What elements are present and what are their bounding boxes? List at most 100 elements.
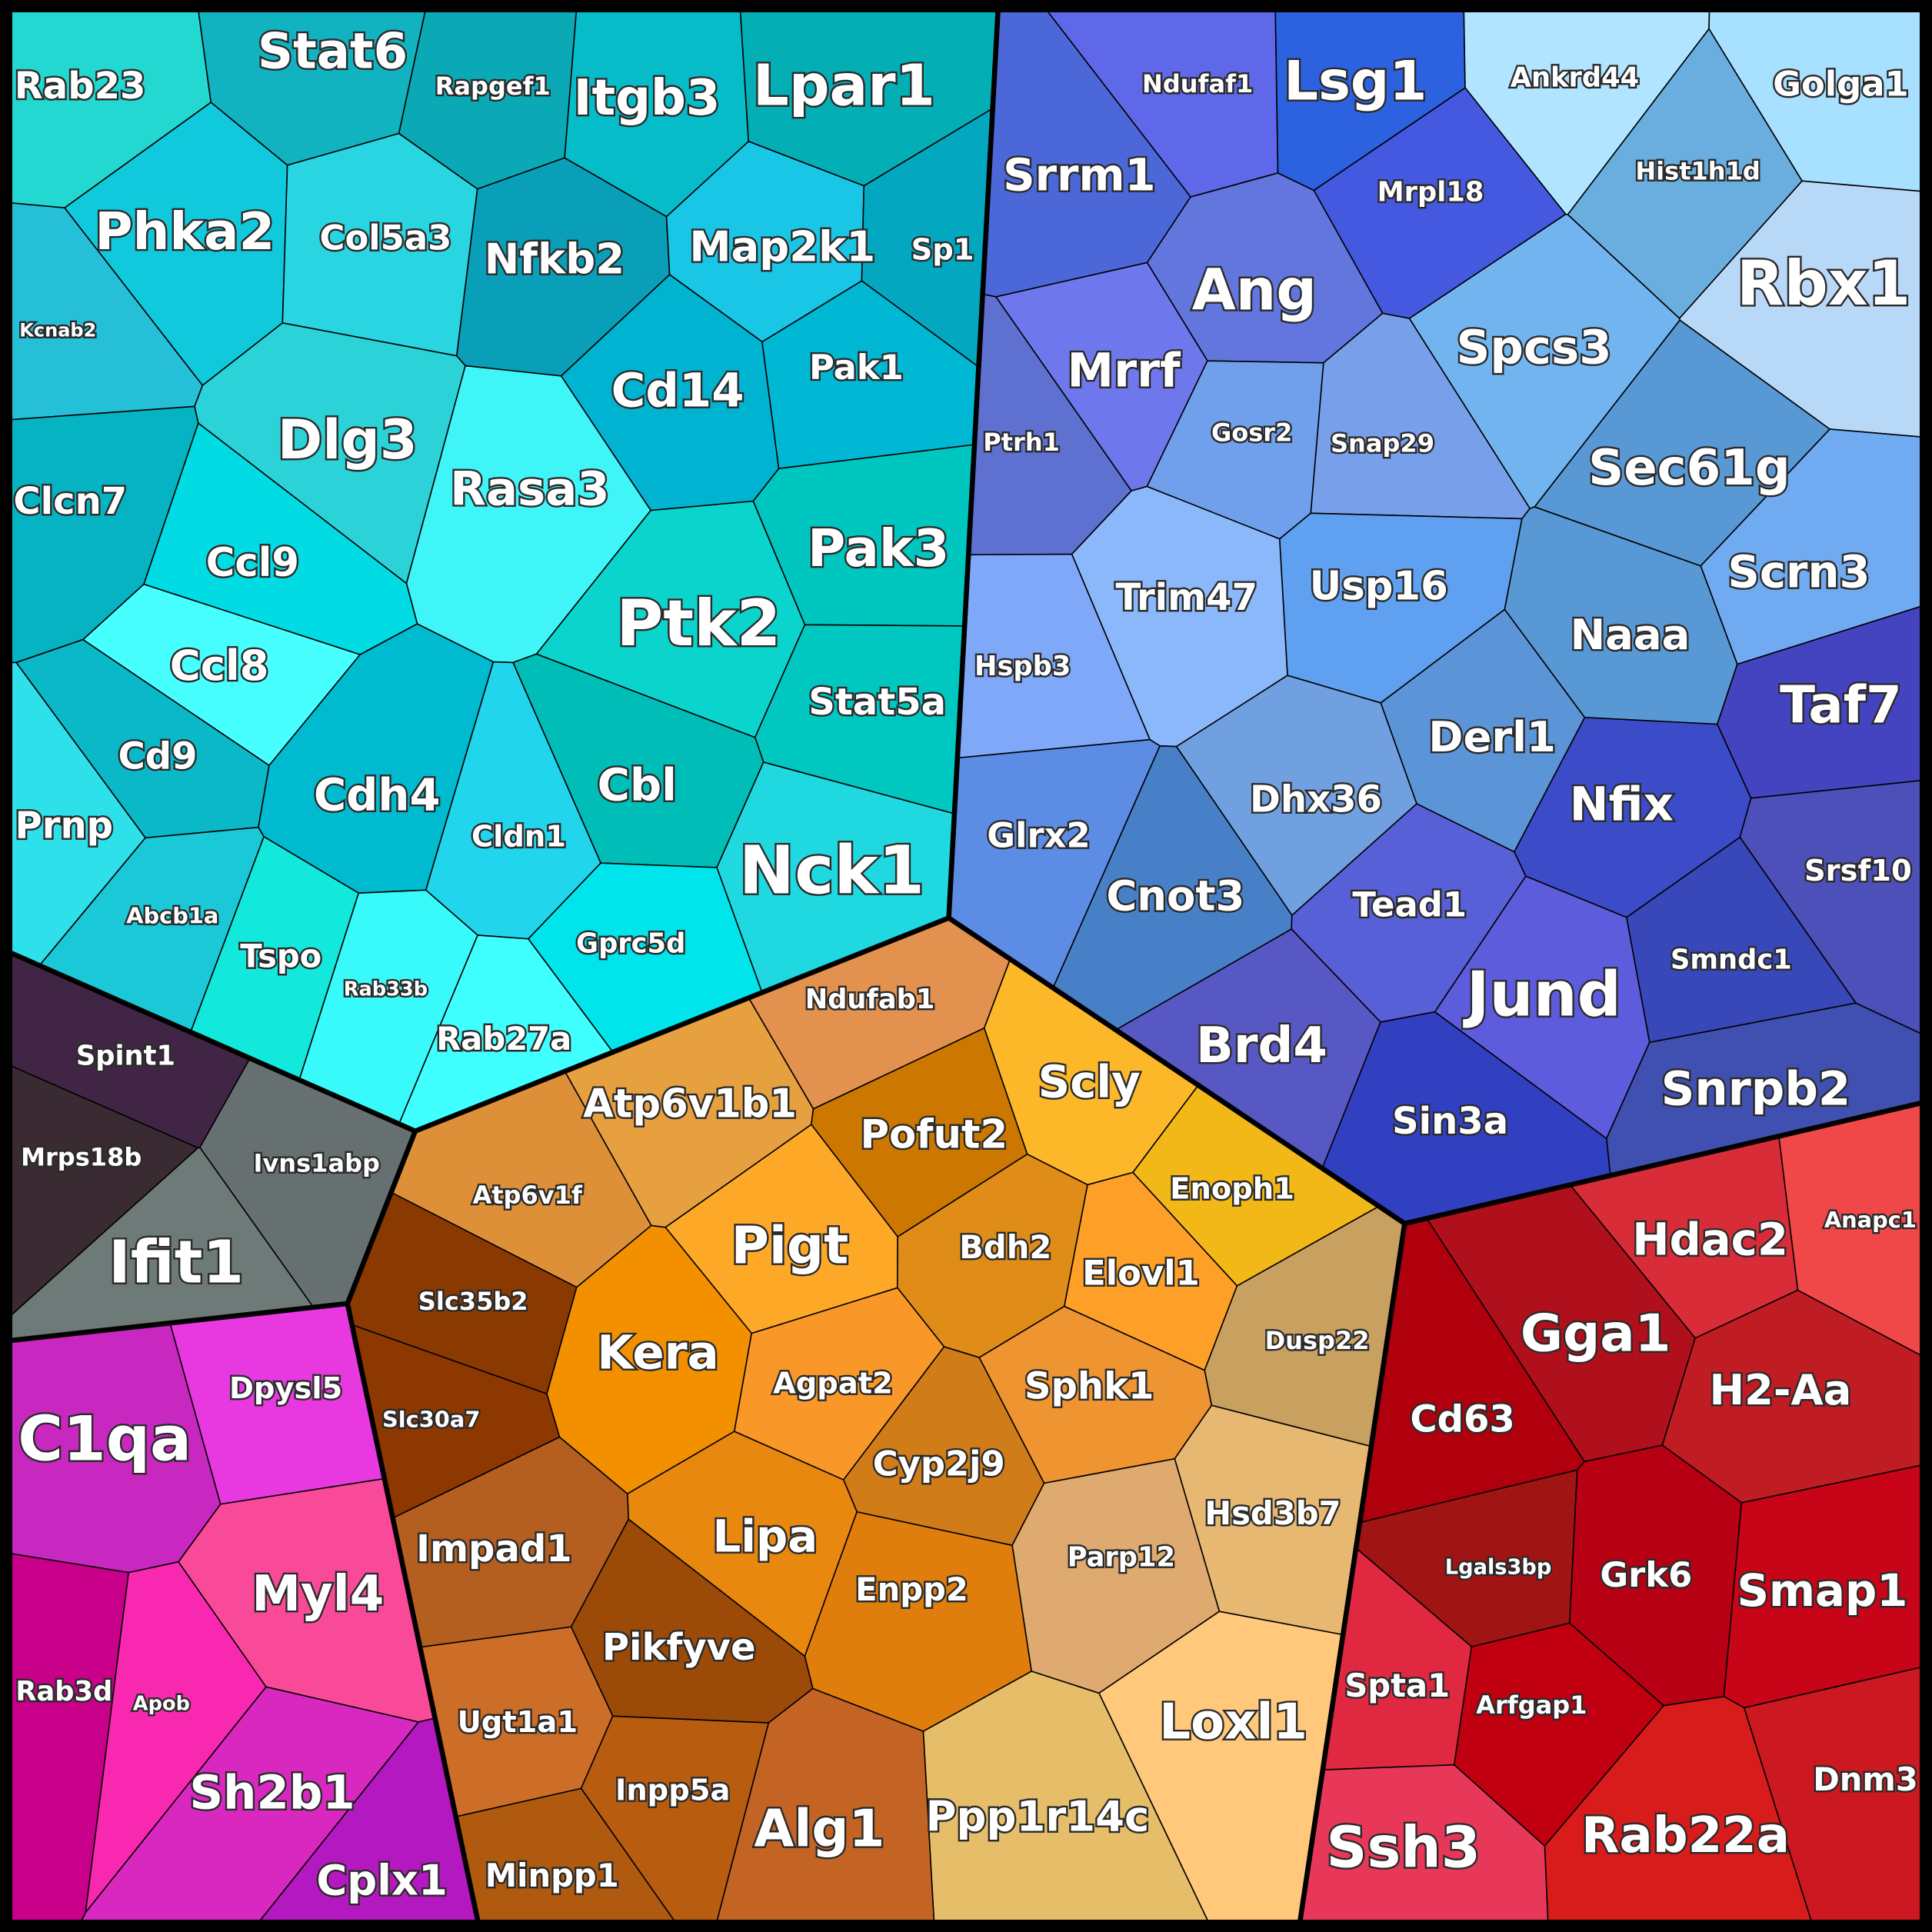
cell-label: Mrrf [1068,344,1182,398]
cell-label: Col5a3 [320,218,452,258]
cell-label: Rab22a [1581,1807,1790,1864]
cell-label: Parp12 [1068,1541,1175,1573]
cell-label: Pak1 [809,347,904,388]
cell-label: Dusp22 [1265,1326,1370,1355]
cell-label: Mrps18b [21,1142,142,1171]
cell-label: Spta1 [1344,1667,1450,1704]
cell-label: Agpat2 [773,1367,893,1401]
cell-label: Grk6 [1600,1554,1692,1595]
cell-label: Spcs3 [1457,320,1612,375]
cell-label: Pak3 [808,518,949,578]
cell-label: Hspb3 [974,651,1071,682]
cell-label: Ivns1abp [254,1148,380,1178]
cell-label: Lsg1 [1284,50,1427,113]
cell-label: Glrx2 [987,815,1090,856]
cell-label: Scly [1038,1056,1141,1108]
cell-label: Itgb3 [574,70,721,127]
cell-label: Clcn7 [13,480,127,523]
cell-label: Sphk1 [1024,1364,1154,1407]
cells [9,9,1923,1923]
cell-label: Phka2 [95,202,275,261]
cell-label: Elovl1 [1082,1252,1200,1293]
cell-label: Derl1 [1428,712,1556,761]
cell-label: Rasa3 [450,462,610,517]
cell-label: Lpar1 [753,54,935,119]
cell-label: Nck1 [739,833,924,910]
cell-label: Ccl8 [170,641,269,690]
cell-label: Stat5a [808,681,946,724]
cell-label: Cyp2j9 [873,1444,1005,1484]
cell-label: Scrn3 [1727,545,1870,598]
cell-label: Hsd3b7 [1204,1494,1341,1532]
cell-label: Dhx36 [1250,778,1382,821]
cell-label: Inpp5a [615,1773,730,1807]
cell-label: Dlg3 [278,408,418,471]
cell-label: Rab27a [436,1020,571,1058]
cell-label: Usp16 [1310,564,1448,610]
cell-label: Apob [133,1693,190,1716]
cell-label: Ptk2 [616,586,781,661]
cell-label: Dpysl5 [229,1371,342,1406]
cell-label: Srrm1 [1003,148,1156,201]
cell-label: Ankrd44 [1511,62,1639,93]
cell-label: Cd63 [1410,1398,1515,1441]
cell-label: Rapgef1 [435,72,551,101]
cell-label: Rab23 [15,65,146,108]
cell-label: Snap29 [1331,429,1434,458]
cell-label: Enpp2 [855,1571,968,1608]
cell-label: Minpp1 [485,1857,619,1894]
cell-label: Pikfyve [602,1626,756,1669]
cell-label: Pofut2 [860,1111,1008,1158]
cell-label: Anapc1 [1824,1207,1917,1233]
cell-label: Kcnab2 [19,319,96,341]
cell-label: Myl4 [251,1566,384,1623]
cell-label: Slc35b2 [418,1287,528,1316]
cell-label: Abcb1a [126,902,218,928]
cell-label: Impad1 [416,1527,572,1571]
cell-label: Smndc1 [1671,944,1792,975]
cell-label: Srsf10 [1804,854,1912,888]
cell-label: Tead1 [1352,884,1467,924]
cell-label: Pigt [731,1216,849,1276]
cell-label: Lgals3bp [1445,1555,1552,1579]
cell-label: Sin3a [1392,1100,1508,1143]
cell-label: Brd4 [1196,1018,1327,1074]
cell-label: Smap1 [1737,1564,1907,1617]
cell-label: Ptrh1 [983,428,1060,457]
cell-label: Gga1 [1521,1303,1671,1363]
cell-label: Cdh4 [314,768,441,821]
cell-label: Cnot3 [1106,871,1244,921]
cell-label: Mrpl18 [1377,176,1484,208]
cell-label: Enoph1 [1170,1171,1294,1206]
cell-label: Atp6v1f [472,1181,582,1210]
labels: Rab23 Stat6 Rapgef1 Itgb3 Lpar1 Phka2 Col5a3 Nf… [12,22,1920,1907]
cell-label: Prnp [15,804,114,847]
cell-label: Rbx1 [1737,248,1910,319]
cell-label: Naaa [1571,610,1690,659]
cell-label: Cbl [598,759,677,811]
cell-label: Golga1 [1773,63,1909,104]
cell-label: Ndufaf1 [1142,69,1253,98]
cell-label: Nfix [1570,778,1674,832]
cell-label: Gosr2 [1211,418,1292,447]
cell-label: Sec61g [1588,440,1790,497]
cell-label: Jund [1463,958,1621,1030]
cell-label: Cldn1 [471,819,566,854]
cell-label: Rab3d [15,1676,112,1707]
cell-label: Kera [597,1326,718,1381]
cell-label: Bdh2 [959,1228,1051,1266]
cell-label: C1qa [18,1404,192,1475]
cell-label: Loxl1 [1159,1694,1307,1751]
cell-label: Lipa [713,1511,818,1563]
cell-label: Map2k1 [689,222,875,271]
cell-label: Arfgap1 [1476,1690,1587,1720]
cell-label: Ang [1192,258,1317,324]
cell-label: Taf7 [1780,675,1902,734]
cell-label: H2-Aa [1709,1365,1851,1414]
cell-label: Cd14 [611,363,744,418]
cell-label: Alg1 [754,1798,884,1858]
cell-label: Hist1h1d [1635,157,1760,186]
cell-label: Trim47 [1115,576,1257,619]
cell-label: Ssh3 [1326,1816,1481,1881]
